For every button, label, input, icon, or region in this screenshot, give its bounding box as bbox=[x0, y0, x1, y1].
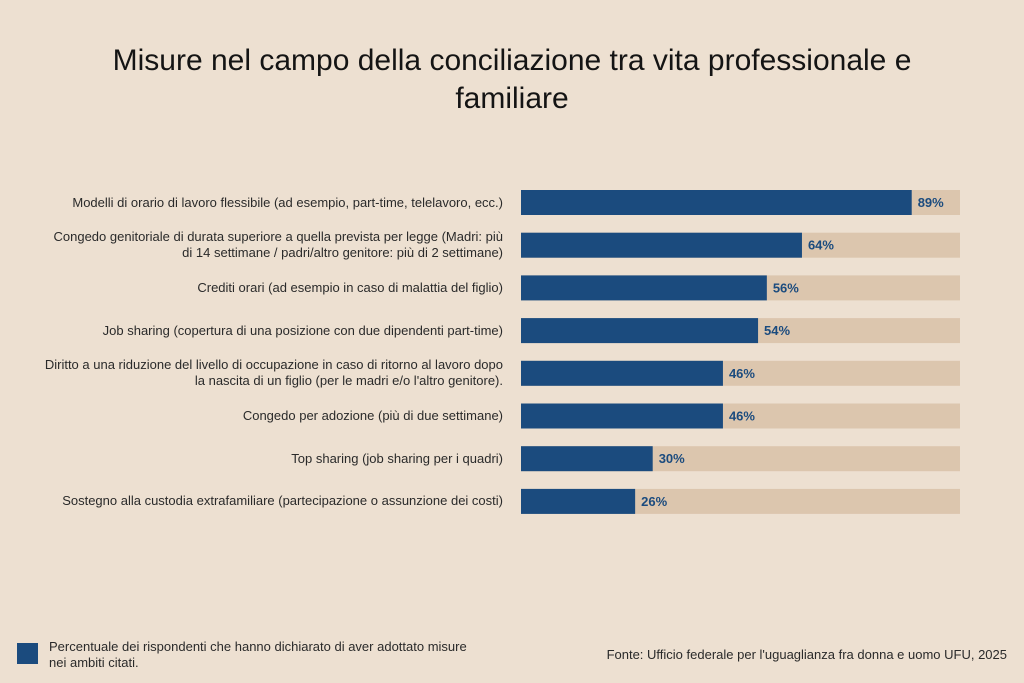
bar bbox=[521, 360, 723, 386]
category-label: Congedo genitoriale di durata superiore … bbox=[53, 229, 504, 261]
source-note: Fonte: Ufficio federale per l'uguaglianz… bbox=[606, 647, 1007, 662]
data-label: 30% bbox=[659, 451, 685, 466]
legend-swatch bbox=[17, 643, 38, 664]
category-label: Crediti orari (ad esempio in caso di mal… bbox=[197, 279, 503, 295]
data-label: 26% bbox=[641, 494, 667, 509]
category-label: Sostegno alla custodia extrafamiliare (p… bbox=[62, 493, 503, 509]
category-label: Congedo per adozione (più di due settima… bbox=[242, 408, 503, 423]
data-label: 46% bbox=[729, 366, 755, 381]
category-label: Modelli di orario di lavoro flessibile (… bbox=[72, 194, 503, 210]
category-label: Diritto a una riduzione del livello di o… bbox=[44, 357, 503, 389]
data-label: 46% bbox=[729, 409, 755, 424]
chart-title: Misure nel campo della conciliazione tra… bbox=[112, 44, 912, 115]
bar bbox=[521, 318, 759, 344]
bar bbox=[521, 190, 912, 215]
category-label: Job sharing (copertura di una posizione … bbox=[102, 322, 503, 338]
bar bbox=[521, 446, 653, 472]
category-label: Top sharing (job sharing per i quadri) bbox=[291, 450, 503, 466]
legend-text: Percentuale dei rispondenti che hanno di… bbox=[49, 639, 467, 670]
data-label: 56% bbox=[773, 280, 799, 295]
bar bbox=[521, 275, 767, 301]
bar bbox=[521, 403, 723, 429]
bar bbox=[521, 488, 636, 514]
data-label: 64% bbox=[808, 238, 834, 253]
data-label: 89% bbox=[918, 195, 944, 210]
bar bbox=[521, 232, 802, 258]
data-label: 54% bbox=[764, 323, 790, 338]
